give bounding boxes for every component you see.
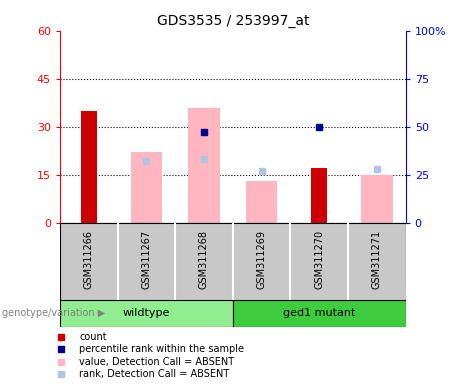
FancyBboxPatch shape (60, 223, 406, 300)
Text: GSM311267: GSM311267 (142, 230, 151, 289)
Text: rank, Detection Call = ABSENT: rank, Detection Call = ABSENT (79, 369, 230, 379)
Bar (188, 108, 220, 223)
Bar (130, 152, 162, 223)
Text: GSM311271: GSM311271 (372, 230, 382, 289)
Text: GSM311268: GSM311268 (199, 230, 209, 289)
FancyBboxPatch shape (233, 300, 406, 327)
Bar (361, 175, 393, 223)
Text: count: count (79, 332, 107, 342)
Text: ged1 mutant: ged1 mutant (283, 308, 355, 318)
Text: GSM311270: GSM311270 (314, 230, 324, 289)
Bar (311, 168, 327, 223)
Text: GSM311266: GSM311266 (84, 230, 94, 289)
Text: percentile rank within the sample: percentile rank within the sample (79, 344, 244, 354)
Text: wildtype: wildtype (123, 308, 170, 318)
Text: GSM311269: GSM311269 (257, 230, 266, 289)
FancyBboxPatch shape (60, 300, 233, 327)
Bar (246, 181, 278, 223)
Title: GDS3535 / 253997_at: GDS3535 / 253997_at (157, 14, 309, 28)
Text: value, Detection Call = ABSENT: value, Detection Call = ABSENT (79, 357, 234, 367)
Text: genotype/variation ▶: genotype/variation ▶ (2, 308, 106, 318)
Bar (81, 111, 97, 223)
